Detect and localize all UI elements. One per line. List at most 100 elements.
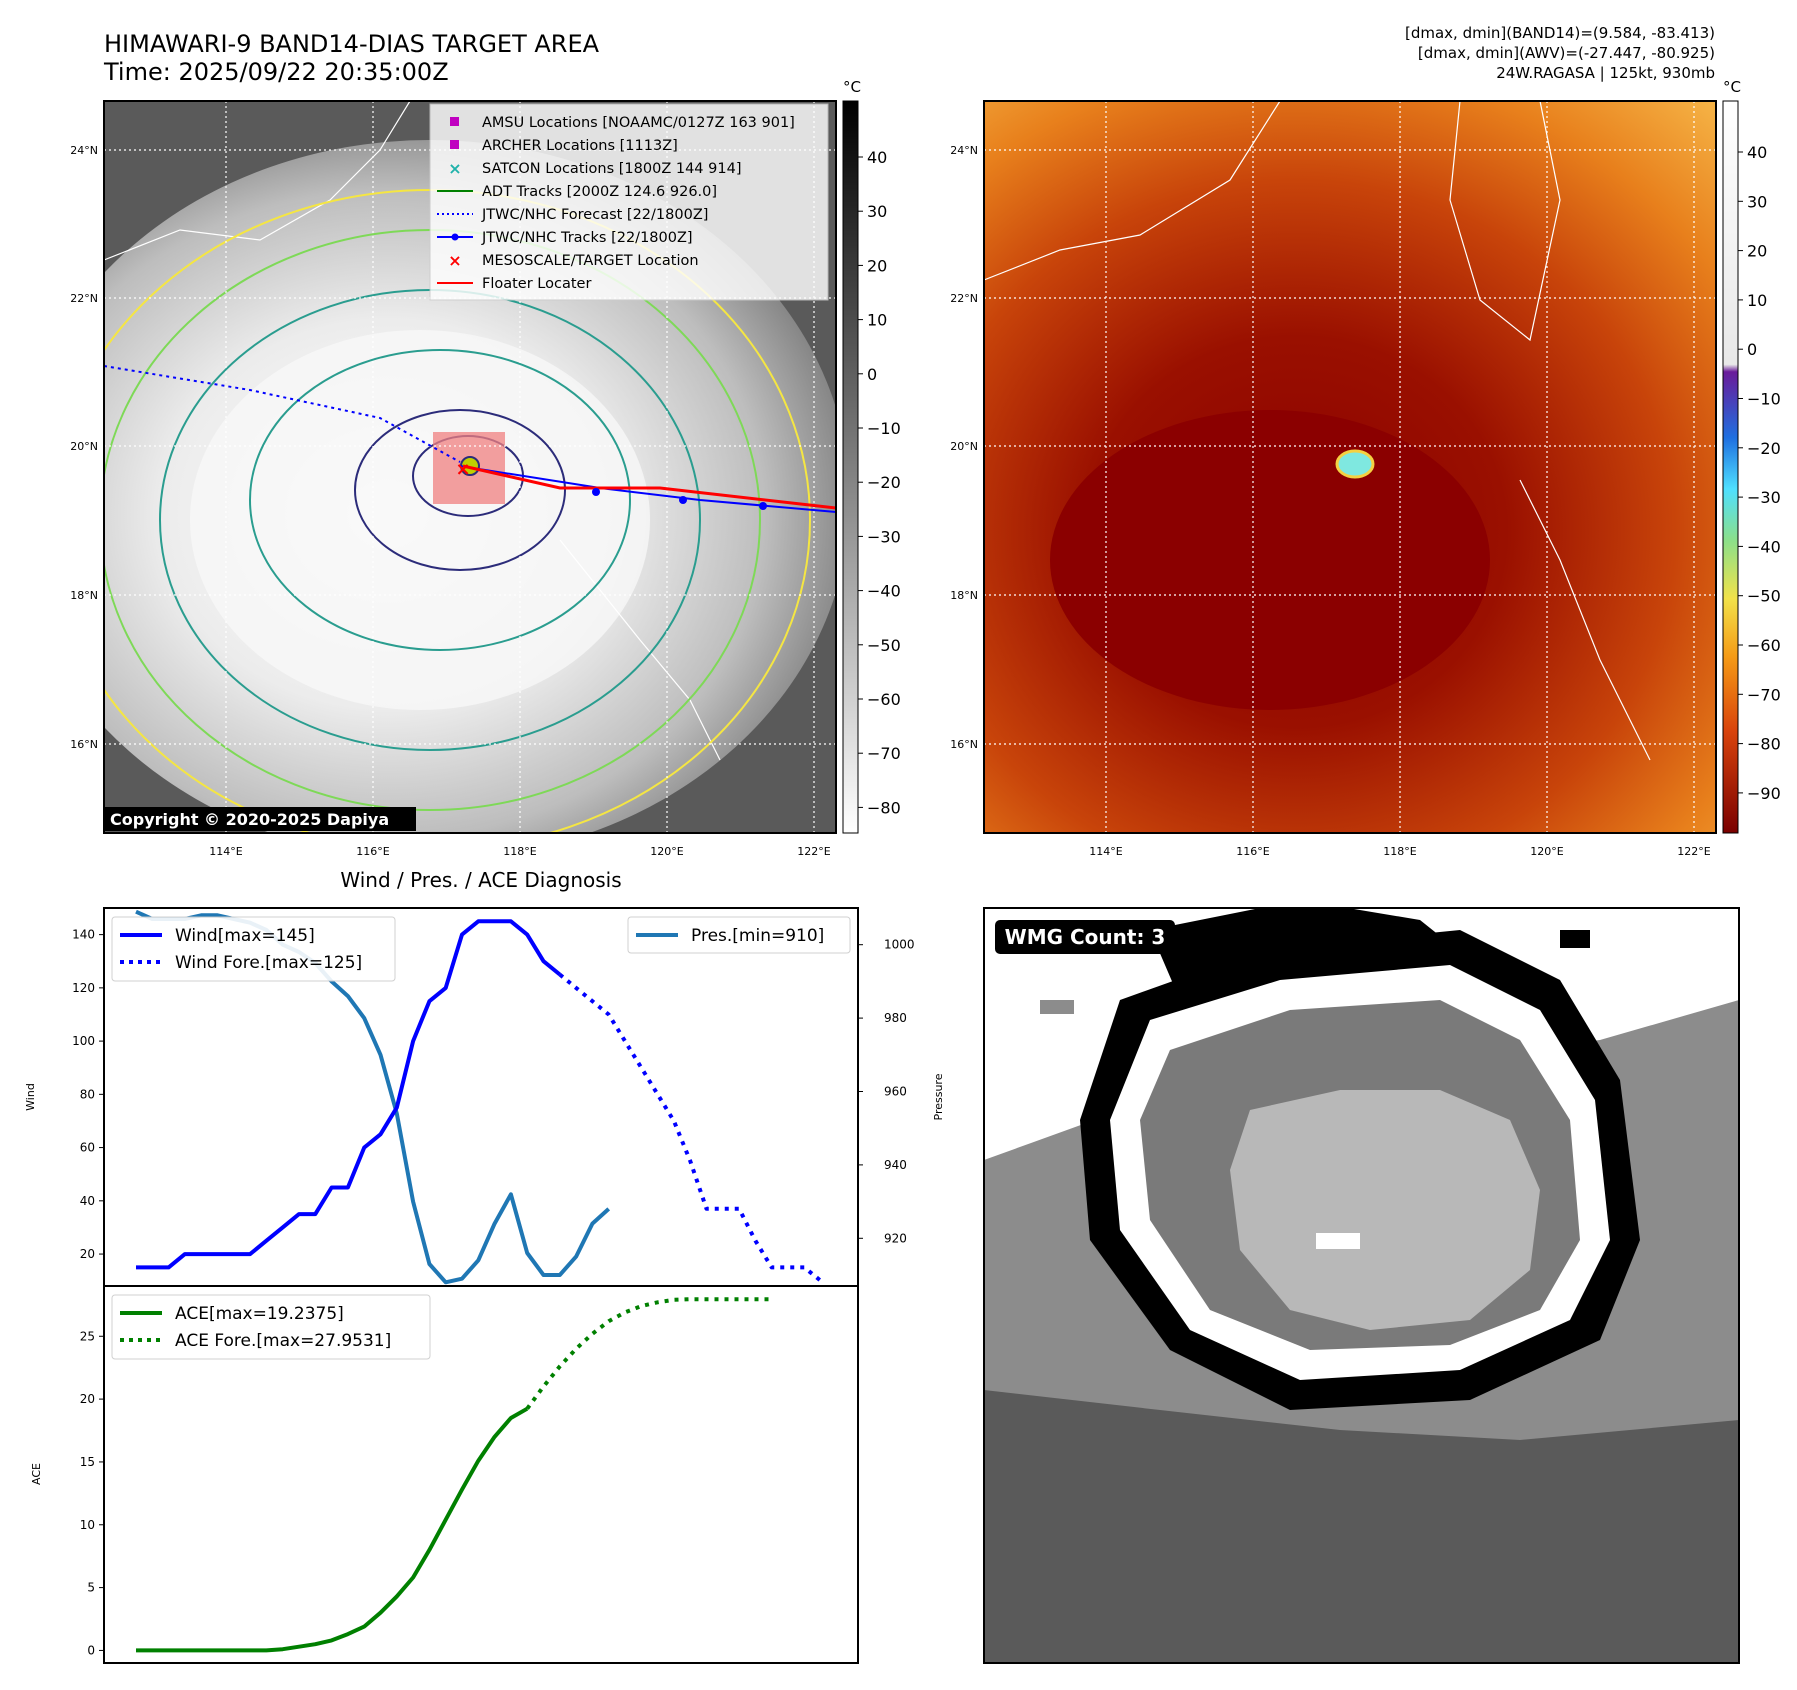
svg-text:×: × [448,159,461,178]
cbar-tick-label: −50 [867,636,901,655]
lat-label: 20°N [70,440,98,453]
lon-label: 118°E [503,845,536,858]
right-map-panel: 24°N 22°N 20°N 18°N 16°N 114°E 116°E 118°E 120°… [950,100,1717,858]
lon-label: 116°E [1236,845,1269,858]
cbar-tick-label: −80 [1747,735,1781,754]
legend-entry: ARCHER Locations [1113Z] [482,138,678,154]
wind-pressure-chart: Wind / Pres. / ACE Diagnosis 20 40 60 80 100… [24,868,945,1287]
info-band14: [dmax, dmin](BAND14)=(9.584, -83.413) [1405,24,1715,42]
cbar-tick-label: 20 [867,256,887,275]
right-colorbar: °C 40 30 20 10 0 −10 −20 −30 −40 −50 −60 −70 −80 −90 [1722,78,1781,834]
cbar-tick-label: 0 [1747,340,1757,359]
y-tick-label: 5 [87,1581,95,1595]
lon-label: 120°E [1530,845,1563,858]
best-track [459,465,836,513]
lon-label: 114°E [1089,845,1122,858]
cbar-tick-label: 10 [867,311,887,330]
lon-label: 122°E [797,845,830,858]
lat-label: 22°N [70,292,98,305]
cbar-tick-label: −30 [1747,488,1781,507]
cbar-tick-label: −60 [1747,636,1781,655]
cbar-tick-label: −60 [867,690,901,709]
lat-label: 24°N [950,144,978,157]
left-map-panel: × AMSU Locations [NOAAMC/0127Z 163 901]A… [70,100,837,858]
lon-label: 116°E [356,845,389,858]
legend-entry: JTWC/NHC Tracks [22/1800Z] [481,230,693,246]
y2-tick-label: 920 [884,1231,907,1245]
legend-ace: ACE[max=19.2375] [175,1304,344,1324]
cbar-tick-label: 20 [1747,242,1767,261]
cbar-tick-label: −70 [1747,685,1781,704]
diagnosis-title: Wind / Pres. / ACE Diagnosis [340,868,621,892]
y2-tick-label: 980 [884,1011,907,1025]
cbar-tick-label: −40 [1747,537,1781,556]
legend-entry: MESOSCALE/TARGET Location [482,253,699,269]
cbar-tick-label: −80 [867,798,901,817]
legend-ace-forecast: ACE Fore.[max=27.9531] [175,1331,391,1351]
map-legend: AMSU Locations [NOAAMC/0127Z 163 901] ARC… [429,103,829,301]
y-tick-label: 0 [87,1643,95,1657]
ace-chart: 0 5 10 15 20 25 ACE ACE[max=19.2375] ACE Fore… [30,1285,859,1664]
lat-label: 24°N [70,144,98,157]
cbar-tick-label: 40 [867,148,887,167]
cbar-tick-label: −50 [1747,587,1781,606]
ace-legend: ACE[max=19.2375] ACE Fore.[max=27.9531] [111,1294,431,1360]
cbar-tick-label: −30 [867,527,901,546]
y-tick-label: 100 [72,1034,95,1048]
legend-entry: Floater Locater [482,276,591,292]
cbar-tick-label: 30 [1747,192,1767,211]
cbar-tick-label: 10 [1747,291,1767,310]
y-tick-label: 20 [80,1392,95,1406]
cbar-tick-label: −40 [867,582,901,601]
y-tick-label: 15 [80,1455,95,1469]
y-tick-label: 20 [80,1247,95,1261]
y-tick-label: 120 [72,981,95,995]
lon-label: 122°E [1677,845,1710,858]
legend-pressure: Pres.[min=910] [691,926,824,946]
lat-label: 20°N [950,440,978,453]
left-colorbar: °C 40 30 20 10 0 −10 −20 −30 −40 −50 −60 −70 −80 [842,78,901,834]
legend-entry: SATCON Locations [1800Z 144 914] [482,161,741,177]
legend-wind-forecast: Wind Fore.[max=125] [175,953,362,973]
lon-label: 114°E [209,845,242,858]
lat-label: 16°N [950,738,978,751]
lat-label: 16°N [70,738,98,751]
cbar-tick-label: 40 [1747,143,1767,162]
svg-text:×: × [455,459,470,480]
cbar-tick-label: −10 [1747,390,1781,409]
wind-forecast-series [558,972,822,1283]
right-cbar-unit: °C [1723,78,1741,96]
wind-series [136,919,562,1270]
cbar-tick-label: −20 [867,473,901,492]
y-tick-label: 10 [80,1518,95,1532]
lat-label: 22°N [950,292,978,305]
wmg-count-badge: WMG Count: 3 [1005,925,1166,949]
cbar-tick-label: 30 [867,202,887,221]
cbar-tick-label: 0 [867,365,877,384]
info-awv: [dmax, dmin](AWV)=(-27.447, -80.925) [1418,44,1715,62]
figure-title: HIMAWARI-9 BAND14-DIAS TARGET AREA [104,30,600,58]
pressure-axis-label: Pressure [932,1073,945,1120]
wind-legend: Wind[max=145] Wind Fore.[max=125] [111,916,396,982]
info-storm: 24W.RAGASA | 125kt, 930mb [1496,64,1715,82]
cbar-tick-label: −20 [1747,439,1781,458]
y-tick-label: 40 [80,1194,95,1208]
y2-tick-label: 1000 [884,938,915,952]
lat-label: 18°N [70,589,98,602]
pressure-series [135,909,611,1285]
cbar-tick-label: −70 [867,744,901,763]
y2-tick-label: 960 [884,1084,907,1098]
wmg-panel: WMG Count: 3 [983,907,1740,1664]
y2-tick-label: 940 [884,1158,907,1172]
lat-label: 18°N [950,589,978,602]
legend-entry: JTWC/NHC Forecast [22/1800Z] [481,207,708,223]
ace-series [136,1406,529,1653]
y-tick-label: 80 [80,1087,95,1101]
lon-label: 118°E [1383,845,1416,858]
pressure-legend: Pres.[min=910] [627,916,851,954]
legend-entry: ADT Tracks [2000Z 124.6 926.0] [482,184,717,200]
legend-wind: Wind[max=145] [175,926,315,946]
legend-entry: AMSU Locations [NOAAMC/0127Z 163 901] [482,115,795,131]
cbar-tick-label: −10 [867,419,901,438]
